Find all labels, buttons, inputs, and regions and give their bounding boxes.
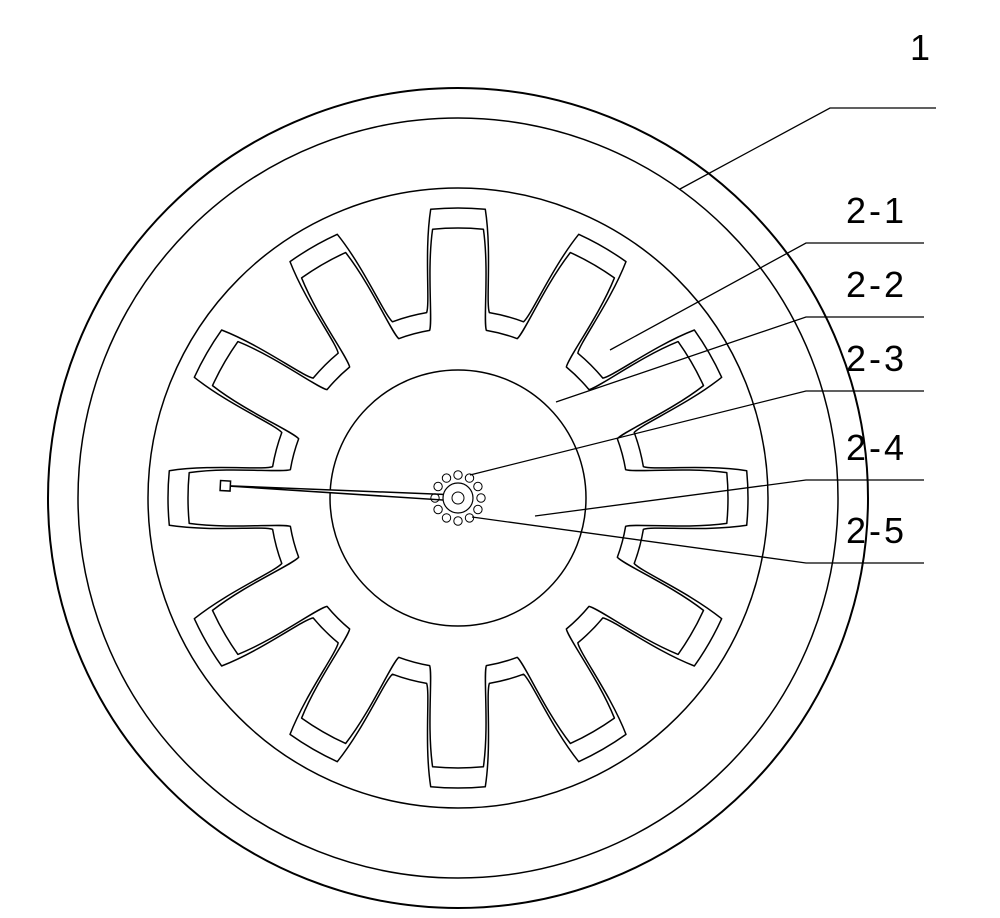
label-1: 1 <box>910 27 933 68</box>
label-2-1: 2-1 <box>846 190 907 231</box>
label-2-3: 2-3 <box>846 338 907 379</box>
tiny-circle <box>442 514 450 522</box>
tiny-circle <box>477 494 485 502</box>
center-ring <box>443 483 473 513</box>
tiny-circle <box>434 482 442 490</box>
label-2-4: 2-4 <box>846 427 907 468</box>
tiny-circle <box>474 482 482 490</box>
tiny-circle <box>454 471 462 479</box>
tiny-circle <box>454 517 462 525</box>
tiny-circle <box>434 505 442 513</box>
tiny-circle <box>442 474 450 482</box>
label-2-2: 2-2 <box>846 264 907 305</box>
tiny-circle <box>474 505 482 513</box>
pointer-tip-box <box>220 481 231 492</box>
leader-1 <box>680 108 936 189</box>
tiny-circle <box>465 474 473 482</box>
label-2-5: 2-5 <box>846 510 907 551</box>
tiny-circle <box>465 514 473 522</box>
pointer-needle <box>220 486 458 501</box>
